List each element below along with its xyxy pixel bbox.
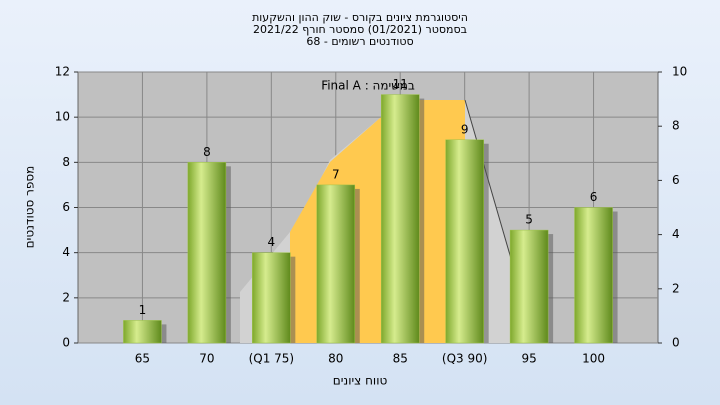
bar [316, 184, 356, 344]
bar [445, 139, 484, 344]
x-tick-label: 85 [393, 352, 408, 366]
bar [574, 207, 613, 344]
value-label: 11 [393, 77, 408, 91]
bar [380, 94, 420, 344]
x-tick-label: 70 [199, 352, 214, 366]
y-axis-label: מספר סטודנטים [23, 166, 37, 249]
y-tick-label: 8 [62, 155, 70, 169]
x-axis-label: טווח ציונים [333, 374, 388, 388]
bar [252, 252, 291, 344]
value-label: 4 [268, 235, 276, 249]
y-tick-label: 0 [62, 336, 70, 350]
annotation: במשימה : Final A [321, 79, 415, 93]
bar [187, 162, 227, 344]
value-label: 1 [139, 303, 147, 317]
y-tick-label: 4 [62, 245, 70, 259]
y2-tick-label: 0 [672, 336, 680, 350]
y2-tick-label: 8 [672, 119, 680, 133]
marks: 1 8 4 7 11 9 5 6 [123, 77, 618, 344]
x-tick-label: 65 [135, 352, 150, 366]
chart-subtitle: בסמסטר (01/2021) סמסטר חורף 2021/22 [253, 23, 467, 36]
value-label: 5 [525, 213, 533, 227]
x-tick-label: 95 [521, 352, 536, 366]
y-tick-label: 12 [55, 65, 70, 79]
y2-tick-label: 2 [672, 281, 680, 295]
y2-tick-label: 4 [672, 227, 680, 241]
value-label: 8 [203, 145, 211, 159]
y2-tick-label: 10 [672, 65, 687, 79]
x-tick-label: 80 [328, 352, 343, 366]
x-tick-label: (Q3 90) [442, 352, 488, 366]
y-tick-label: 6 [62, 200, 70, 214]
y-tick-label: 2 [62, 290, 70, 304]
value-label: 7 [332, 167, 340, 181]
bar [509, 229, 549, 344]
y-tick-label: 10 [55, 110, 70, 124]
x-tick-label: (Q1 75) [249, 352, 295, 366]
x-tick-label: 100 [582, 352, 605, 366]
value-label: 6 [590, 190, 598, 204]
bar [123, 320, 162, 344]
value-label: 9 [461, 122, 469, 136]
chart-subtitle: סטודנטים רשומים - 68 [306, 35, 413, 48]
chart-title: היסטוגרמת ציונים בקורס - שוק ההון והשקעו… [252, 11, 468, 24]
y2-tick-label: 6 [672, 173, 680, 187]
